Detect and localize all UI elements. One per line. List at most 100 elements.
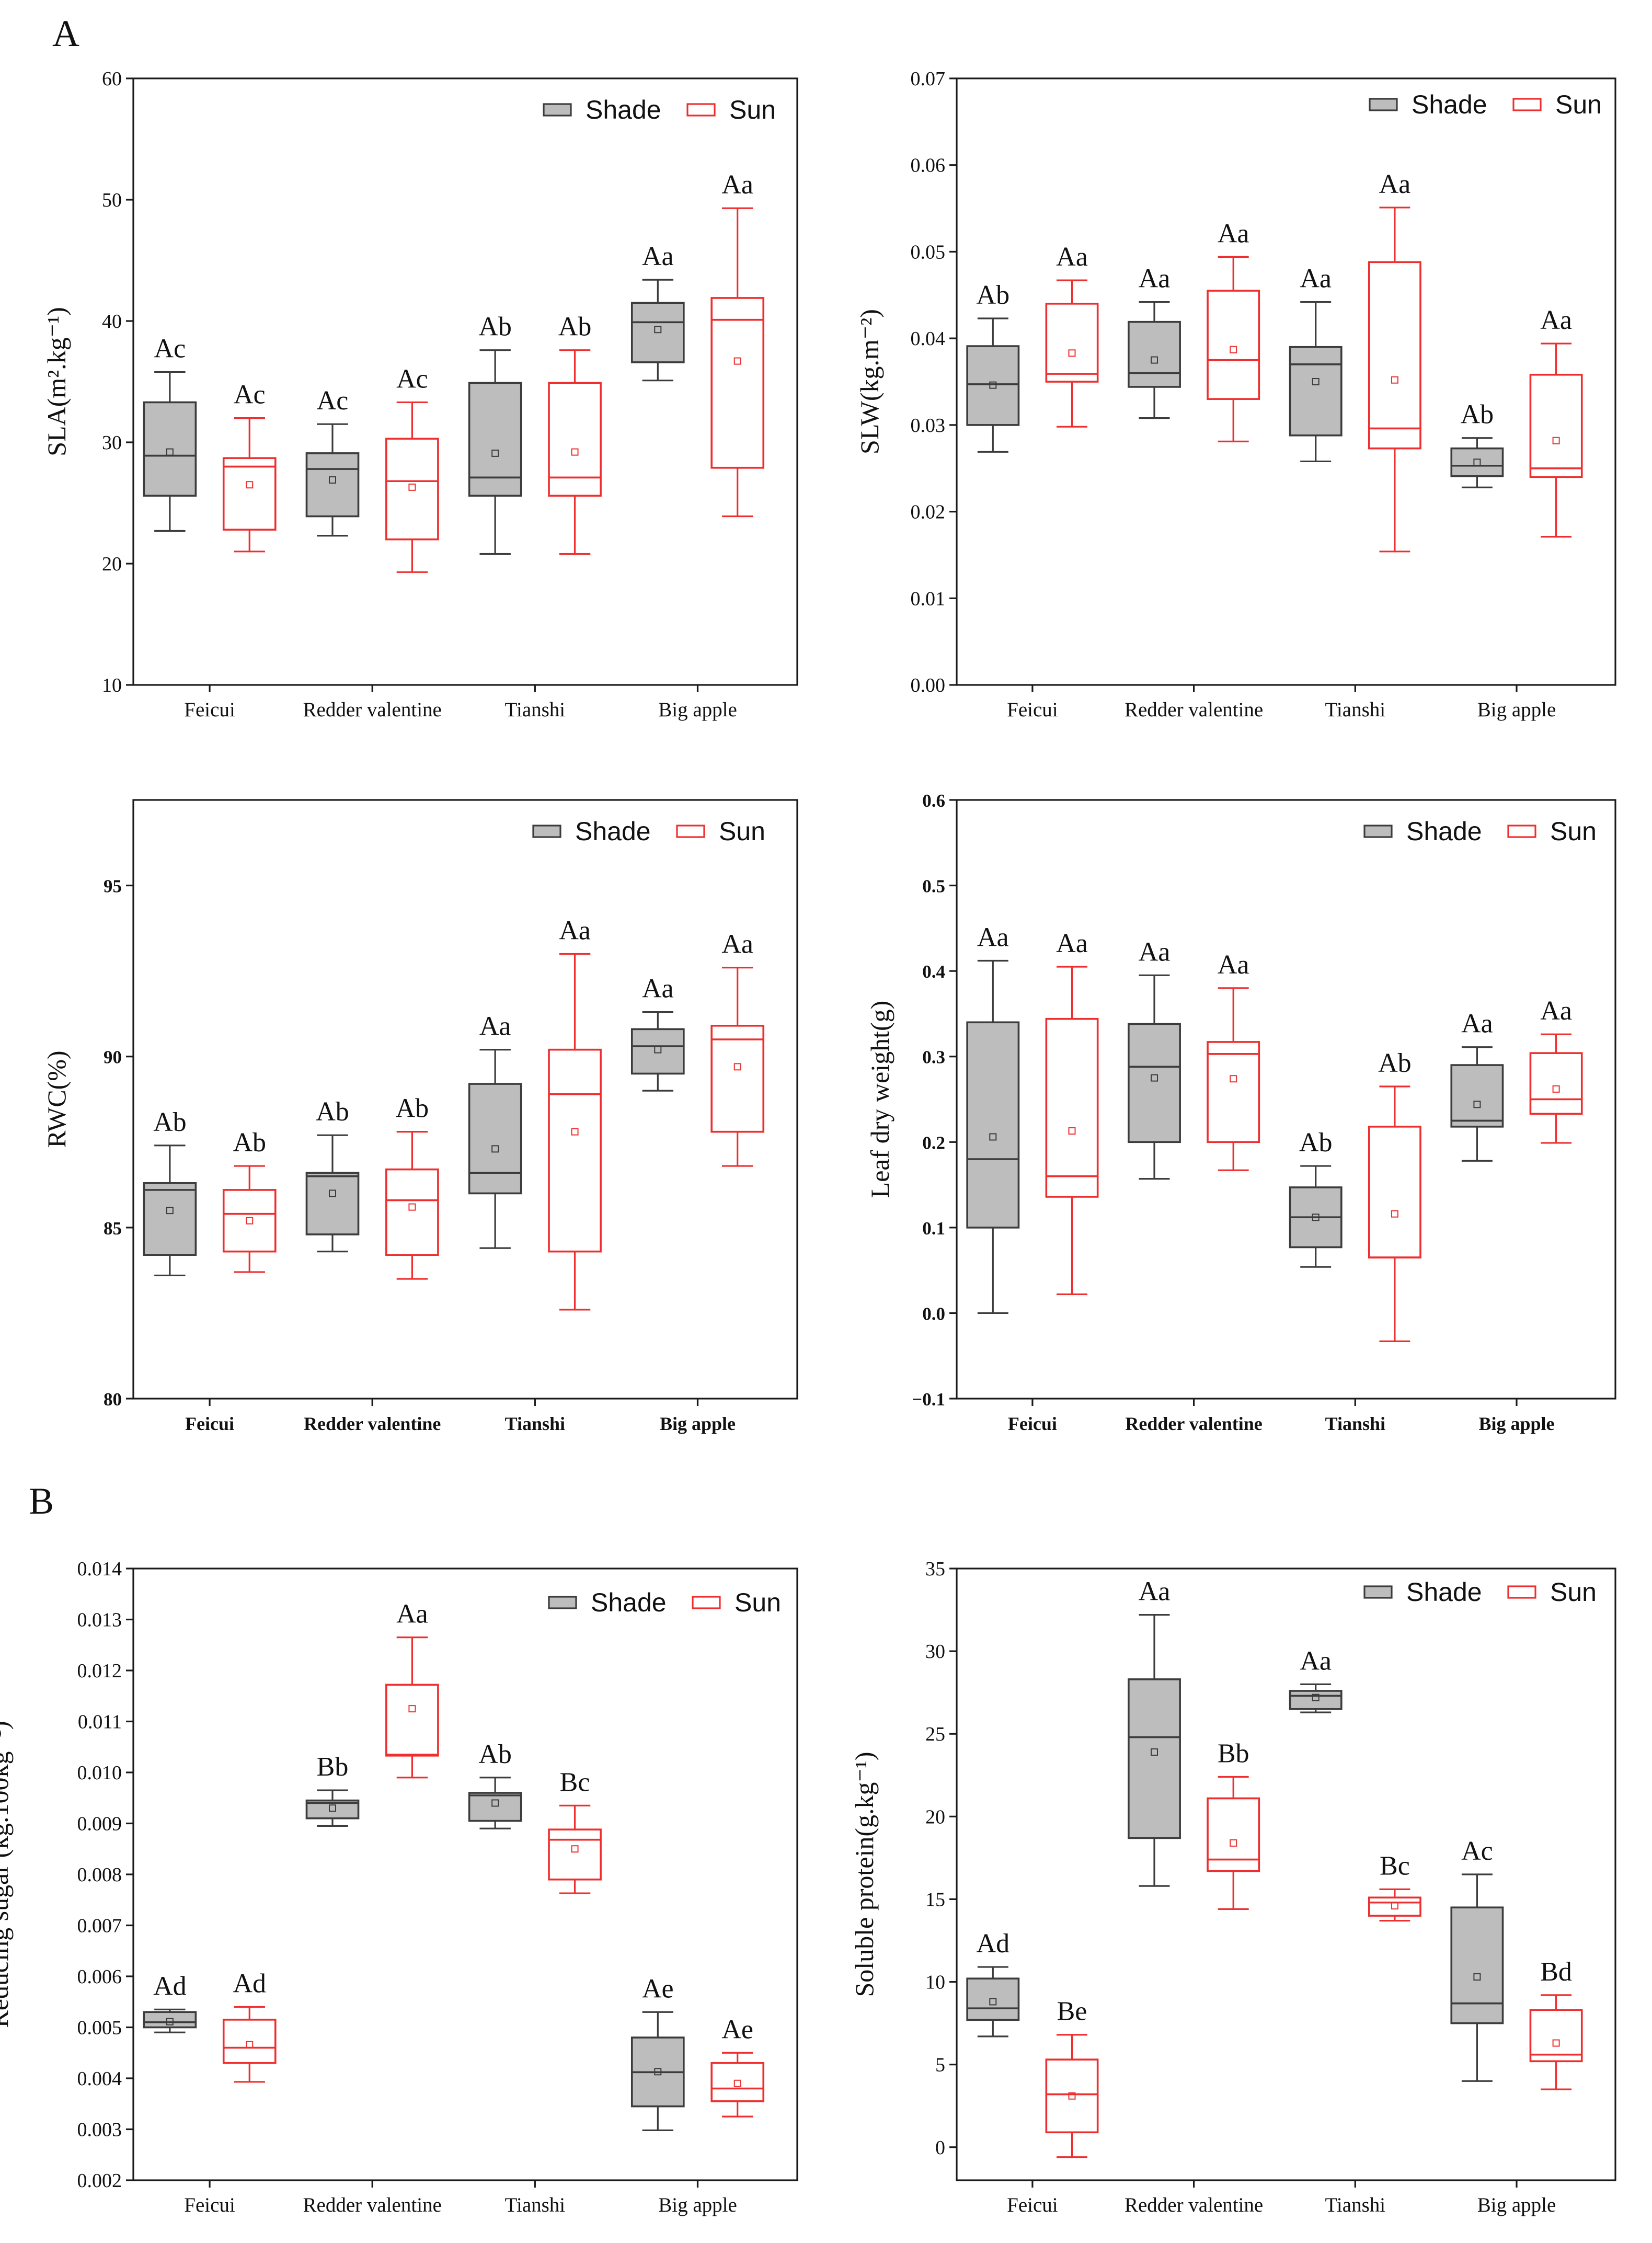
x-tick-label: Big apple xyxy=(660,1413,736,1434)
mean-marker xyxy=(1230,1839,1237,1847)
iqr-box xyxy=(1045,1017,1099,1198)
legend-swatch-sun xyxy=(1512,98,1542,111)
mean-marker xyxy=(1552,437,1560,444)
sun-box-group: Aa xyxy=(1207,950,1260,1171)
significance-label: Ab xyxy=(977,280,1010,310)
mean-marker xyxy=(1068,2092,1076,2100)
shade-box-group: Ab xyxy=(468,312,522,555)
shade-box-group: Aa xyxy=(1289,1646,1343,1713)
y-tick-label: 0.008 xyxy=(77,1864,122,1886)
y-tick-label: 0.06 xyxy=(911,155,946,177)
mean-marker xyxy=(1230,1075,1237,1083)
significance-label: Aa xyxy=(1139,937,1171,967)
mean-marker xyxy=(408,1203,416,1211)
mean-marker xyxy=(246,2041,254,2049)
x-tick-label: Big apple xyxy=(658,699,737,721)
mean-marker xyxy=(246,481,254,489)
iqr-box xyxy=(966,1977,1020,2021)
y-tick-label: 95 xyxy=(104,876,122,897)
x-tick-label: Feicui xyxy=(184,699,235,721)
legend-label-sun: Sun xyxy=(729,95,776,124)
mean-marker xyxy=(1312,1214,1320,1221)
y-axis-label: RWC(%) xyxy=(42,1050,71,1148)
sun-box-group: Aa xyxy=(385,1599,439,1779)
iqr-box xyxy=(222,2019,277,2064)
x-tick-label: Big apple xyxy=(1478,1413,1554,1434)
sun-box-group: Ab xyxy=(222,1128,277,1273)
significance-label: Ac xyxy=(154,334,186,363)
shade-box-group: Ac xyxy=(305,386,360,537)
y-tick-label: 60 xyxy=(102,68,122,90)
y-tick-label: 0.03 xyxy=(911,415,946,437)
significance-label: Ac xyxy=(396,364,428,394)
legend-swatch-sun xyxy=(1507,825,1536,838)
legend-swatch-sun xyxy=(686,103,716,117)
significance-label: Bb xyxy=(317,1752,349,1782)
shade-box-group: Aa xyxy=(1289,264,1343,463)
mean-marker xyxy=(1312,1693,1320,1701)
shade-box-group: Aa xyxy=(966,923,1020,1314)
significance-label: Ad xyxy=(233,1969,266,1999)
x-tick-label: Tianshi xyxy=(505,1413,565,1434)
shade-box-group: Ac xyxy=(1450,1836,1504,2082)
iqr-box xyxy=(1128,1678,1181,1839)
iqr-box xyxy=(1128,1023,1181,1143)
y-tick-label: 0.1 xyxy=(922,1218,945,1239)
legend-label-sun: Sun xyxy=(735,1588,781,1617)
significance-label: Ac xyxy=(234,380,266,410)
significance-label: Aa xyxy=(642,242,674,271)
y-tick-label: 35 xyxy=(925,1558,945,1580)
significance-label: Aa xyxy=(1461,1009,1493,1039)
x-tick-label: Redder valentine xyxy=(1125,2194,1263,2216)
iqr-box xyxy=(1289,346,1343,437)
iqr-box xyxy=(305,1172,360,1235)
y-tick-label: 15 xyxy=(925,1889,945,1910)
iqr-box xyxy=(710,2062,765,2102)
y-tick-label: 0.010 xyxy=(77,1762,122,1784)
plot-frame xyxy=(956,1567,1616,2181)
significance-label: Aa xyxy=(721,930,753,959)
y-tick-label: 0.002 xyxy=(77,2170,122,2192)
iqr-box xyxy=(305,452,360,518)
shade-box-group: Ab xyxy=(468,1740,522,1829)
shade-box-group: Ad xyxy=(143,1971,197,2033)
significance-label: Be xyxy=(1057,1997,1087,2027)
x-tick-label: Tianshi xyxy=(1325,2194,1385,2216)
y-tick-label: 0.003 xyxy=(77,2119,122,2141)
significance-label: Aa xyxy=(721,170,753,200)
significance-label: Ac xyxy=(317,386,349,416)
y-axis-label: SLW(kg.m⁻²) xyxy=(855,309,884,454)
mean-marker xyxy=(1473,1101,1481,1108)
legend-swatch-shade xyxy=(532,825,561,838)
significance-label: Ab xyxy=(1461,400,1494,430)
significance-label: Ad xyxy=(977,1929,1010,1959)
y-tick-label: 20 xyxy=(925,1806,945,1828)
y-tick-label: 0.014 xyxy=(77,1558,122,1580)
significance-label: Aa xyxy=(1540,305,1572,335)
y-axis-label: Leaf dry weight(g) xyxy=(865,1001,894,1198)
legend-swatch-shade xyxy=(548,1596,577,1609)
legend: Shade Sun xyxy=(1369,90,1602,119)
iqr-box xyxy=(710,1025,765,1133)
y-tick-label: 0.5 xyxy=(922,876,945,897)
plot-frame xyxy=(956,799,1616,1400)
iqr-box xyxy=(548,1048,602,1253)
shade-box-group: Aa xyxy=(630,242,685,382)
x-tick-label: Big apple xyxy=(1477,699,1556,721)
iqr-box xyxy=(1450,1906,1504,2024)
mean-marker xyxy=(1312,378,1320,385)
mean-marker xyxy=(989,1998,997,2006)
y-tick-label: −0.1 xyxy=(912,1389,945,1410)
mean-marker xyxy=(1151,1074,1158,1082)
legend-label-shade: Shade xyxy=(1406,817,1482,846)
sun-box-group: Be xyxy=(1045,1997,1099,2158)
mean-marker xyxy=(654,326,662,334)
significance-label: Ad xyxy=(153,1971,187,2001)
significance-label: Aa xyxy=(642,974,674,1004)
y-tick-label: 30 xyxy=(925,1641,945,1663)
sun-box-group: Aa xyxy=(1368,169,1421,553)
legend-label-shade: Shade xyxy=(575,817,651,846)
y-tick-label: 10 xyxy=(102,674,122,696)
shade-box-group: Aa xyxy=(1128,1577,1181,1887)
